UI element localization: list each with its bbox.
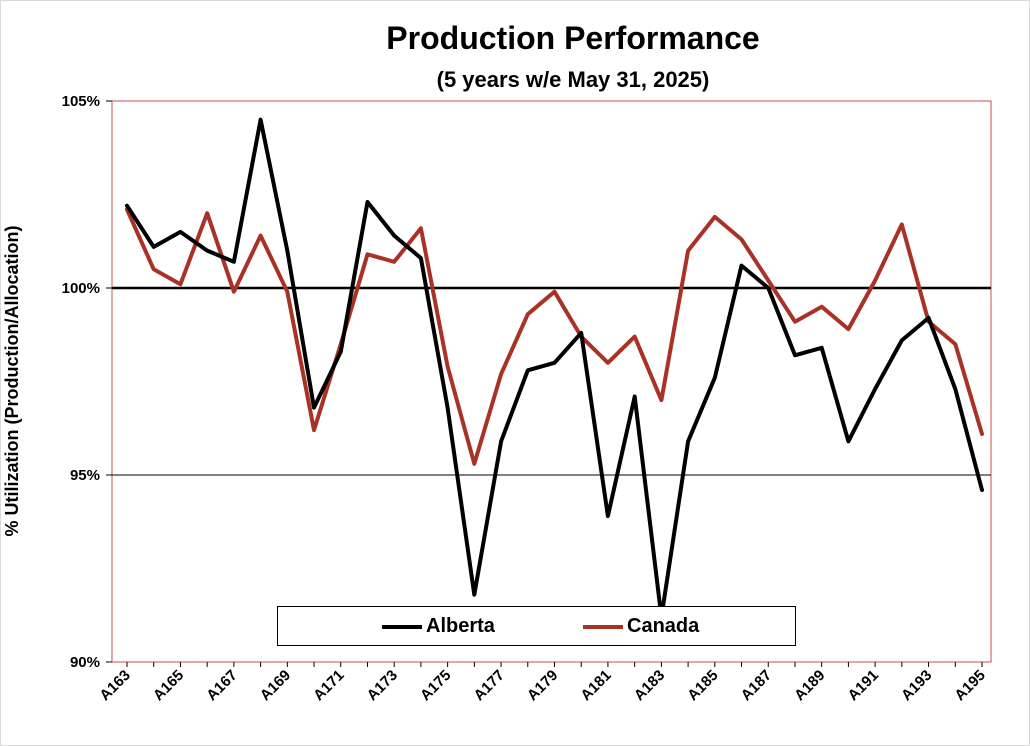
legend-swatch-canada [583,624,623,629]
data-point-canada [873,279,877,283]
data-point-alberta [793,353,797,357]
data-point-alberta [446,406,450,410]
data-point-alberta [686,439,690,443]
legend-label-canada: Canada [627,615,700,637]
data-point-alberta [900,338,904,342]
data-point-alberta [579,331,583,335]
data-point-canada [312,428,316,432]
data-point-canada [259,234,263,238]
legend-label-alberta: Alberta [426,615,495,637]
x-tick-label: A177 [471,667,508,704]
legend-swatch-alberta [382,624,422,629]
data-point-canada [553,290,556,294]
y-axis-label: % Utilization (Production/Allocation) [2,226,22,537]
legend-item-alberta: Alberta [382,615,495,638]
x-tick-label: A169 [257,667,294,704]
data-point-canada [633,335,637,339]
data-point-canada [285,290,289,294]
data-point-alberta [178,230,182,234]
x-tick-label: A185 [684,667,721,704]
legend-item-canada: Canada [583,615,699,638]
data-point-canada [606,361,610,365]
data-point-canada [365,252,369,256]
data-point-alberta [953,387,957,391]
x-tick-label: A183 [631,667,668,704]
x-tick-label: A179 [524,667,561,704]
data-point-canada [793,320,797,324]
data-point-canada [419,226,423,230]
data-point-canada [499,372,503,376]
data-point-alberta [713,376,717,380]
data-point-alberta [472,593,476,597]
data-point-alberta [927,316,931,320]
x-tick-label: A195 [951,667,988,704]
data-point-canada [980,432,984,436]
y-tick-label: 90% [70,654,100,671]
x-tick-label: A193 [898,667,935,704]
x-tick-label: A175 [417,667,454,704]
data-point-alberta [285,249,289,253]
x-tick-label: A191 [845,667,882,704]
data-point-alberta [232,260,236,264]
y-tick-label: 100% [62,280,100,297]
data-point-alberta [766,286,770,290]
data-point-alberta [846,439,850,443]
data-point-alberta [553,361,556,365]
data-point-alberta [205,249,209,253]
data-point-alberta [526,368,530,372]
data-point-canada [713,215,717,219]
data-point-canada [766,279,770,283]
data-point-canada [740,237,744,241]
data-point-alberta [633,394,637,398]
data-point-alberta [365,200,369,204]
chart-subtitle: (5 years w/e May 31, 2025) [436,67,710,92]
plot-area-border [111,100,992,663]
data-point-canada [205,211,209,215]
data-point-canada [232,290,236,294]
x-tick-label: A163 [96,667,133,704]
series-line-alberta [125,117,984,620]
data-point-canada [659,398,663,402]
data-point-alberta [339,350,343,354]
data-point-alberta [980,488,984,492]
data-point-alberta [312,406,316,410]
data-point-alberta [259,118,263,122]
series-line-canada [125,207,984,466]
data-point-alberta [873,387,877,391]
data-point-alberta [606,514,610,518]
legend: Alberta Canada [277,606,796,646]
data-point-canada [152,267,156,271]
data-point-alberta [740,264,744,268]
x-tick-label: A173 [364,667,401,704]
data-point-canada [900,222,904,226]
data-point-canada [178,282,182,286]
data-point-canada [953,342,957,346]
data-point-canada [820,305,824,309]
chart-title: Production Performance [386,20,760,56]
y-tick-label: 105% [62,93,100,110]
x-tick-label: A165 [150,667,187,704]
x-tick-label: A187 [738,667,775,704]
data-point-alberta [392,234,396,238]
data-point-canada [392,260,396,264]
data-point-alberta [152,245,156,249]
x-tick-label: A171 [310,667,347,704]
x-tick-label: A189 [791,667,828,704]
data-point-canada [446,365,450,369]
data-point-canada [526,312,530,316]
data-point-alberta [820,346,824,350]
data-point-alberta [125,204,129,208]
data-point-alberta [499,439,503,443]
data-point-canada [472,462,476,466]
y-tick-label: 95% [70,467,100,484]
data-point-alberta [419,256,423,260]
x-tick-label: A181 [577,667,614,704]
data-point-canada [686,249,690,253]
x-tick-label: A167 [203,667,240,704]
data-point-canada [846,327,850,331]
